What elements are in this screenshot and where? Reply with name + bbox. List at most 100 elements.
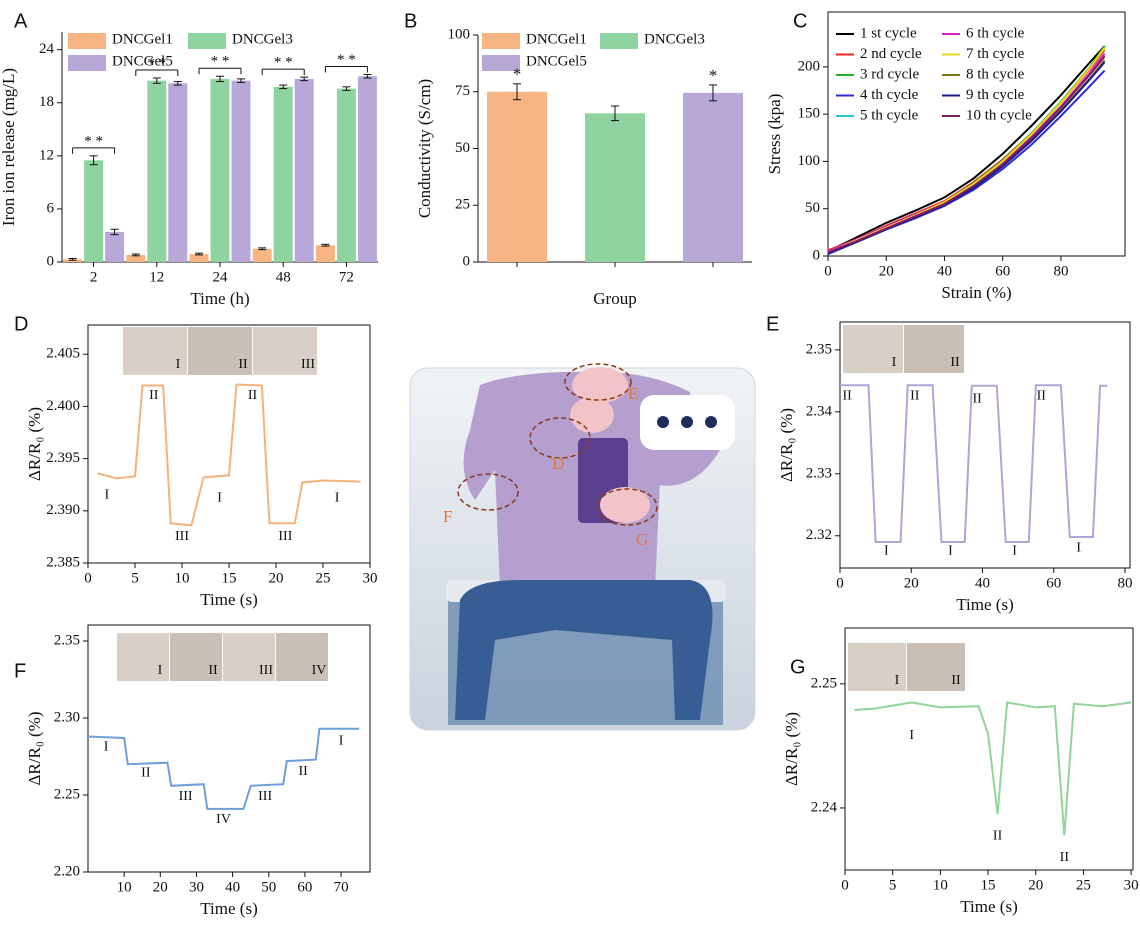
bar xyxy=(84,160,104,262)
inset-photo xyxy=(253,327,317,375)
legend-label: DNCGel5 xyxy=(112,53,173,69)
state-label: I xyxy=(217,490,222,505)
y-axis-label: Conductivity (S/cm) xyxy=(415,79,434,218)
inset-photo xyxy=(848,643,906,691)
x-tick-label: 48 xyxy=(276,269,291,285)
legend-label: DNCGel3 xyxy=(232,31,293,47)
bar xyxy=(126,254,146,262)
state-label: II xyxy=(141,766,151,781)
inset-label: III xyxy=(259,663,273,678)
state-label: II xyxy=(1037,389,1047,404)
y-tick-label: 200 xyxy=(798,58,821,74)
significance-label: * * xyxy=(274,55,293,71)
bar xyxy=(273,86,293,262)
inset-photo xyxy=(904,325,964,373)
sensor-site xyxy=(596,488,658,526)
state-label: II xyxy=(298,764,308,779)
inset-label: I xyxy=(895,673,900,688)
y-axis-label: ΔR/R₀ (%) xyxy=(25,712,44,786)
bar xyxy=(231,80,251,263)
neck xyxy=(572,367,628,403)
bar xyxy=(294,78,314,262)
plot-frame xyxy=(844,627,1134,871)
y-tick-label: 2.35 xyxy=(806,341,832,357)
inset-label: II xyxy=(951,673,961,688)
dot xyxy=(705,416,717,428)
inset-photo xyxy=(123,327,187,375)
data-line xyxy=(827,55,1106,254)
bar xyxy=(585,113,645,262)
x-tick-label: 0 xyxy=(841,877,849,893)
inset-photo xyxy=(170,633,222,681)
dot xyxy=(681,416,693,428)
legs xyxy=(455,580,713,720)
inset-label: IV xyxy=(312,663,327,678)
legend-swatch xyxy=(68,33,106,49)
x-tick-label: 72 xyxy=(339,269,354,285)
x-axis-label: Time (h) xyxy=(190,289,249,308)
x-tick-label: 40 xyxy=(937,263,952,279)
significance-label: * * xyxy=(211,54,230,70)
state-label: I xyxy=(948,543,953,558)
significance-label: * xyxy=(513,65,522,84)
inset-photo xyxy=(188,327,252,375)
state-label: I xyxy=(909,728,914,743)
state-label: II xyxy=(910,389,920,404)
x-tick-label: 0 xyxy=(824,263,832,279)
state-label: I xyxy=(1012,543,1017,558)
significance-label: * * xyxy=(337,52,356,68)
y-tick-label: 0 xyxy=(813,247,821,263)
site-label: F xyxy=(443,507,452,526)
bar xyxy=(336,88,356,262)
y-tick-label: 2.33 xyxy=(806,465,832,481)
state-label: III xyxy=(258,789,272,804)
inset-label: II xyxy=(238,357,248,372)
inset-label: II xyxy=(950,355,960,370)
x-axis-label: Time (s) xyxy=(956,595,1013,614)
y-tick-label: 50 xyxy=(455,140,470,156)
x-tick-label: 30 xyxy=(1124,877,1139,893)
bar xyxy=(252,248,272,262)
x-tick-label: 0 xyxy=(84,570,92,586)
x-tick-label: 25 xyxy=(316,570,331,586)
x-tick-label: 0 xyxy=(836,575,844,591)
legend-swatch xyxy=(482,33,520,49)
inset-label: I xyxy=(176,357,181,372)
y-tick-label: 18 xyxy=(39,94,54,110)
x-tick-label: 80 xyxy=(1053,263,1068,279)
x-tick-label: 40 xyxy=(975,575,990,591)
inset-label: I xyxy=(158,663,163,678)
y-tick-label: 2.25 xyxy=(811,675,837,691)
legend-swatch xyxy=(68,55,106,71)
x-tick-label: 30 xyxy=(363,570,378,586)
plot-frame xyxy=(827,11,1126,257)
legend-label: DNCGel3 xyxy=(644,31,705,47)
panel-letter: G xyxy=(790,656,806,678)
state-label: II xyxy=(1060,850,1070,865)
data-line xyxy=(97,383,361,527)
y-tick-label: 100 xyxy=(448,26,471,42)
state-label: I xyxy=(1076,540,1081,555)
inset-label: I xyxy=(892,355,897,370)
x-tick-label: 20 xyxy=(879,263,894,279)
legend-label: 6 th cycle xyxy=(966,25,1025,41)
y-tick-label: 12 xyxy=(39,147,54,163)
x-tick-label: 60 xyxy=(297,879,312,895)
y-tick-label: 100 xyxy=(798,153,821,169)
inset-photo xyxy=(276,633,328,681)
x-tick-label: 40 xyxy=(225,879,240,895)
data-line xyxy=(827,52,1106,253)
legend-label: 7 th cycle xyxy=(966,46,1025,62)
bar xyxy=(105,231,125,262)
legend-label: 3 rd cycle xyxy=(860,66,919,82)
sensor-site xyxy=(457,473,519,511)
inset-photo xyxy=(907,643,965,691)
x-axis-label: Group xyxy=(593,289,636,308)
state-label: I xyxy=(335,490,340,505)
data-line xyxy=(840,384,1108,543)
y-axis-label: Stress (kpa) xyxy=(765,94,784,175)
x-axis-label: Time (s) xyxy=(960,897,1017,916)
significance-label: * xyxy=(709,66,718,85)
panel-letter: B xyxy=(404,10,417,32)
state-label: II xyxy=(972,392,982,407)
